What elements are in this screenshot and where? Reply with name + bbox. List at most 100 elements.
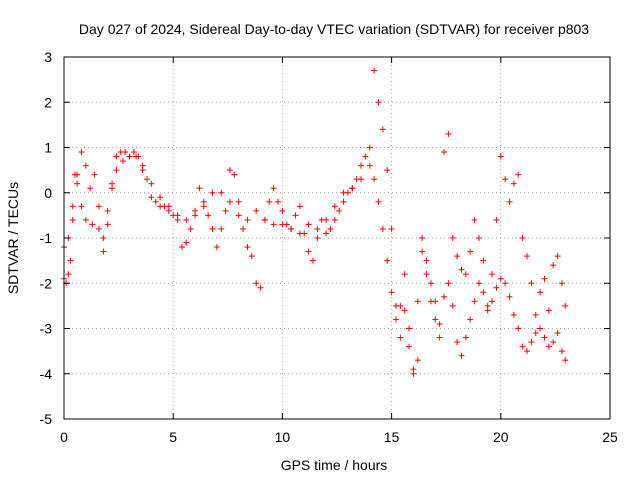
data-point [78,149,85,156]
data-point [213,244,220,251]
data-point [240,225,247,232]
data-point [397,334,404,341]
data-point [152,198,159,205]
x-tick-label: 25 [602,429,618,445]
data-point [445,280,452,287]
data-point [554,253,561,260]
data-point [82,162,89,169]
data-point [362,153,369,160]
data-point [349,185,356,192]
data-point [497,275,504,282]
data-point [528,339,535,346]
data-point [388,289,395,296]
data-point [392,316,399,323]
data-point [384,167,391,174]
data-point [69,216,76,223]
data-point [279,207,286,214]
data-point [327,225,334,232]
data-point [270,221,277,228]
data-point [340,198,347,205]
data-point [244,216,251,223]
data-point [100,235,107,241]
data-point [344,189,351,196]
x-tick-label: 5 [169,429,177,445]
data-point [493,284,500,291]
data-point [139,162,146,169]
data-point [244,244,251,251]
data-point [235,198,242,205]
data-point [358,162,365,169]
y-tick-label: 0 [44,185,52,201]
x-tick-label: 10 [275,429,291,445]
data-point [331,216,338,223]
data-point [353,176,360,183]
y-tick-label: -2 [40,275,53,291]
data-point [510,180,517,187]
y-axis-label: SDTVAR / TECUs [5,182,21,294]
data-point [545,307,552,314]
data-point [257,284,264,291]
data-point [82,216,89,223]
axis-ticks [63,56,611,420]
data-point [109,180,116,187]
data-point [301,230,308,237]
data-point [222,207,229,214]
data-point [87,185,94,192]
data-point [449,235,456,241]
data-points [61,67,569,377]
data-point [524,348,531,355]
data-point [497,153,504,160]
data-point [95,225,102,232]
data-point [458,352,465,359]
data-point [183,239,190,246]
data-point [371,67,378,74]
data-point [506,293,513,300]
chart-title: Day 027 of 2024, Sidereal Day-to-day VTE… [79,21,589,37]
data-point [192,207,199,214]
data-point [205,212,212,219]
data-point [462,271,469,278]
data-point [113,167,120,174]
data-point [506,198,513,205]
y-tick-label: -5 [40,411,53,427]
data-point [296,203,303,210]
data-point [449,302,456,309]
data-point [392,302,399,309]
data-point [410,370,417,377]
data-point [292,212,299,219]
data-point [406,325,413,332]
data-point [445,130,452,137]
data-point [554,330,561,337]
data-point [366,144,373,151]
data-point [157,194,164,201]
data-point [519,343,526,350]
data-point [366,162,373,169]
data-point [67,257,74,264]
y-tick-label: -4 [40,366,53,382]
data-point [69,203,76,210]
data-point [502,176,509,183]
data-point [74,171,81,178]
data-point [305,248,312,255]
data-point [562,302,569,309]
data-point [436,320,443,327]
y-tick-label: 3 [44,49,52,65]
data-point [218,189,225,196]
data-point [119,158,126,165]
data-point [89,221,96,228]
data-point [524,253,531,260]
data-point [126,153,133,160]
data-point [480,289,487,296]
data-point [510,311,517,318]
data-point [174,216,181,223]
data-point [323,230,330,237]
data-point [379,225,386,232]
data-point [436,334,443,341]
data-point [331,203,338,210]
data-point [532,330,539,337]
data-point [196,185,203,192]
data-point [419,248,426,255]
data-point [558,280,565,287]
data-point [454,253,461,260]
data-point [528,280,535,287]
